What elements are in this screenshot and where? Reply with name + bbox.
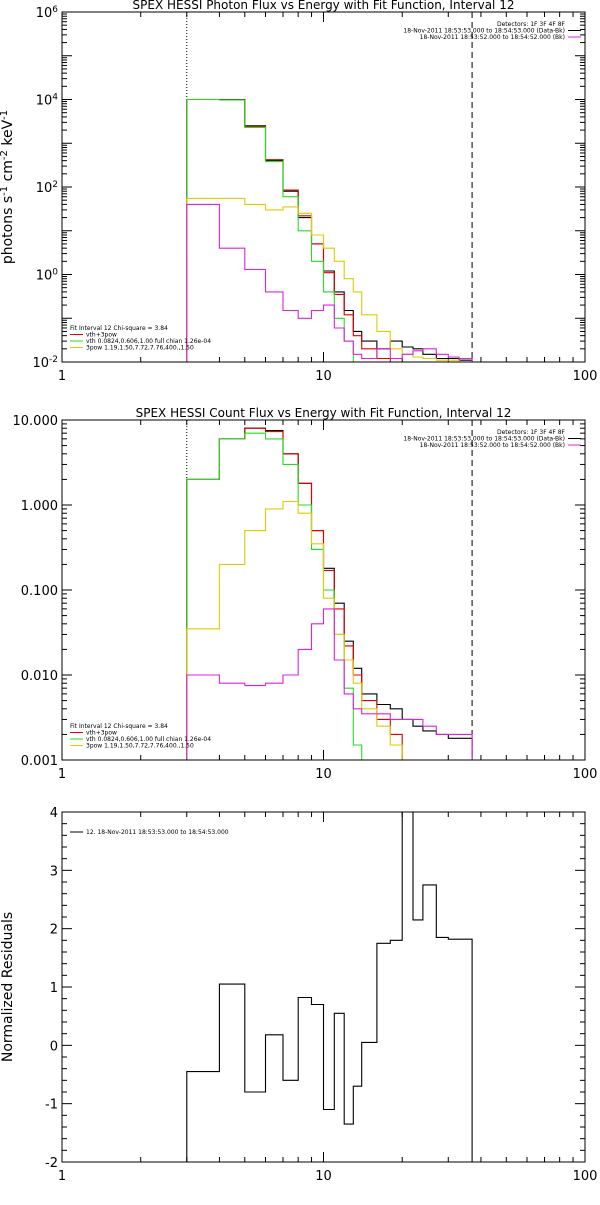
legend-top-left: 12. 18-Nov-2011 18:53:53.000 to 18:54:53… (70, 829, 229, 836)
chart-1: SPEX HESSI Photon Flux vs Energy with Fi… (0, 0, 597, 384)
plot-frame (61, 419, 586, 761)
x-tick-label: 1 (58, 369, 66, 384)
y-axis-label: Normalized Residuals (0, 912, 16, 1062)
y-tick-label: 102 (36, 180, 58, 196)
legend-text: vth+3pow (86, 730, 117, 737)
legend-text: Fit Interval 12 Chi-square = 3.84 (70, 325, 168, 332)
legend-bottom-left: Fit Interval 12 Chi-square = 3.84vth+3po… (70, 723, 211, 750)
legend-text: Detectors: 1F 3F 4F 8F (497, 21, 566, 28)
y-tick-label: 4 (50, 806, 58, 821)
series-3pow (186, 197, 473, 363)
y-tick-label: 0.001 (21, 754, 58, 769)
y-tick-label: 2 (50, 923, 58, 938)
legend-text: 3pow 1.19,1.50,7.72,7.76,400.,1.50 (86, 345, 194, 352)
x-axis: 1 10 100 (58, 420, 598, 782)
legend-bottom-left: Fit Interval 12 Chi-square = 3.84vth+3po… (70, 325, 211, 352)
series-bk (186, 203, 473, 362)
y-tick-label: 104 (36, 93, 59, 109)
legend-text: 18-Nov-2011 18:53:52.000 to 18:54:52.000… (420, 442, 565, 449)
y-tick-label: 1 (50, 981, 58, 996)
series-3pow (186, 500, 473, 761)
legend-text: 18-Nov-2011 18:53:53.000 to 18:54:53.000… (403, 436, 565, 443)
series-data (186, 98, 473, 362)
legend-text: Detectors: 1F 3F 4F 8F (497, 429, 566, 436)
series-group (186, 98, 473, 363)
x-tick-label: 10 (315, 767, 332, 782)
chart-title: SPEX HESSI Photon Flux vs Energy with Fi… (133, 0, 515, 12)
series-vth-3pow (186, 427, 473, 761)
x-tick-label: 10 (315, 369, 332, 384)
legend-text: vth+3pow (86, 332, 117, 339)
chart-2: SPEX HESSI Count Flux vs Energy with Fit… (13, 406, 598, 782)
y-tick-label: 0.010 (21, 669, 58, 684)
plot-frame (61, 811, 586, 1163)
legend-text: vth 0.0824,0.606,1.00 full chian 1.26e-0… (86, 338, 211, 345)
chart-title: SPEX HESSI Count Flux vs Energy with Fit… (136, 406, 512, 420)
y-axis: -2 -1 0 1 2 3 4 (45, 806, 585, 1171)
legend-text: 12. 18-Nov-2011 18:53:53.000 to 18:54:53… (86, 829, 229, 836)
series-data (186, 427, 473, 760)
y-tick-label: 10.000 (13, 414, 59, 429)
series-bk (186, 608, 473, 760)
legend-text: 18-Nov-2011 18:53:52.000 to 18:54:52.000… (420, 34, 565, 41)
legend-text: vth 0.0824,0.606,1.00 full chian 1.26e-0… (86, 736, 211, 743)
x-tick-label: 100 (573, 767, 598, 782)
legend-text: 18-Nov-2011 18:53:53.000 to 18:54:53.000… (403, 28, 565, 35)
x-tick-label: 10 (315, 1169, 332, 1184)
plot-frame (61, 11, 586, 363)
legend-text: 3pow 1.19,1.50,7.72,7.76,400.,1.50 (86, 743, 194, 750)
series-vth (186, 432, 473, 761)
y-tick-label: 100 (36, 268, 59, 284)
series-vth-3pow (186, 98, 473, 363)
y-axis: 0.001 0.010 0.100 1.000 10.000 (13, 414, 585, 769)
y-axis-label: photons s-1 cm-2 keV-1 (0, 110, 16, 264)
series-residuals (186, 811, 473, 1162)
x-tick-label: 1 (58, 1169, 66, 1184)
y-tick-label: 3 (50, 864, 58, 879)
y-tick-label: -2 (45, 1156, 58, 1171)
x-axis: 1 10 100 (58, 812, 598, 1184)
chart-3: 1 10 100 -2 -1 0 1 2 3 4 Normalized Residuals 12. 1… (0, 806, 597, 1184)
y-axis: 10-2 100 102 104 106 (32, 5, 585, 371)
y-tick-label: 0.100 (21, 584, 58, 599)
series-group (186, 427, 473, 761)
series-vth (186, 98, 473, 363)
y-tick-label: 106 (36, 5, 59, 21)
y-tick-label: 0 (50, 1039, 58, 1054)
x-tick-label: 100 (573, 1169, 598, 1184)
y-tick-label: 10-2 (32, 355, 58, 371)
x-tick-label: 100 (573, 369, 598, 384)
series-group (186, 811, 473, 1162)
x-tick-label: 1 (58, 767, 66, 782)
legend-text: Fit Interval 12 Chi-square = 3.84 (70, 723, 168, 730)
y-tick-label: -1 (45, 1098, 58, 1113)
y-tick-label: 1.000 (21, 499, 58, 514)
x-axis: 1 10 100 (58, 12, 598, 384)
